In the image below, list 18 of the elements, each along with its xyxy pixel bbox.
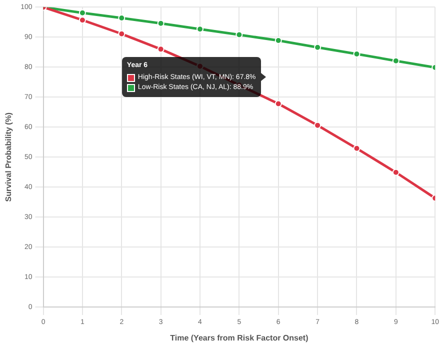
point [353,50,360,58]
point [157,46,164,53]
y-axis-title: Survival Probability (%) [4,112,14,202]
point [78,9,86,16]
point [118,30,126,38]
point [392,57,400,64]
point [314,44,322,51]
point [392,168,400,176]
point [353,144,360,152]
point [196,26,204,33]
point [157,20,164,27]
x-axis-title: Time (Years from Risk Factor Onset) [170,333,309,342]
point [118,14,126,22]
point [236,31,243,38]
point [314,122,322,129]
point [274,100,282,108]
point [78,16,86,24]
point [274,36,282,44]
